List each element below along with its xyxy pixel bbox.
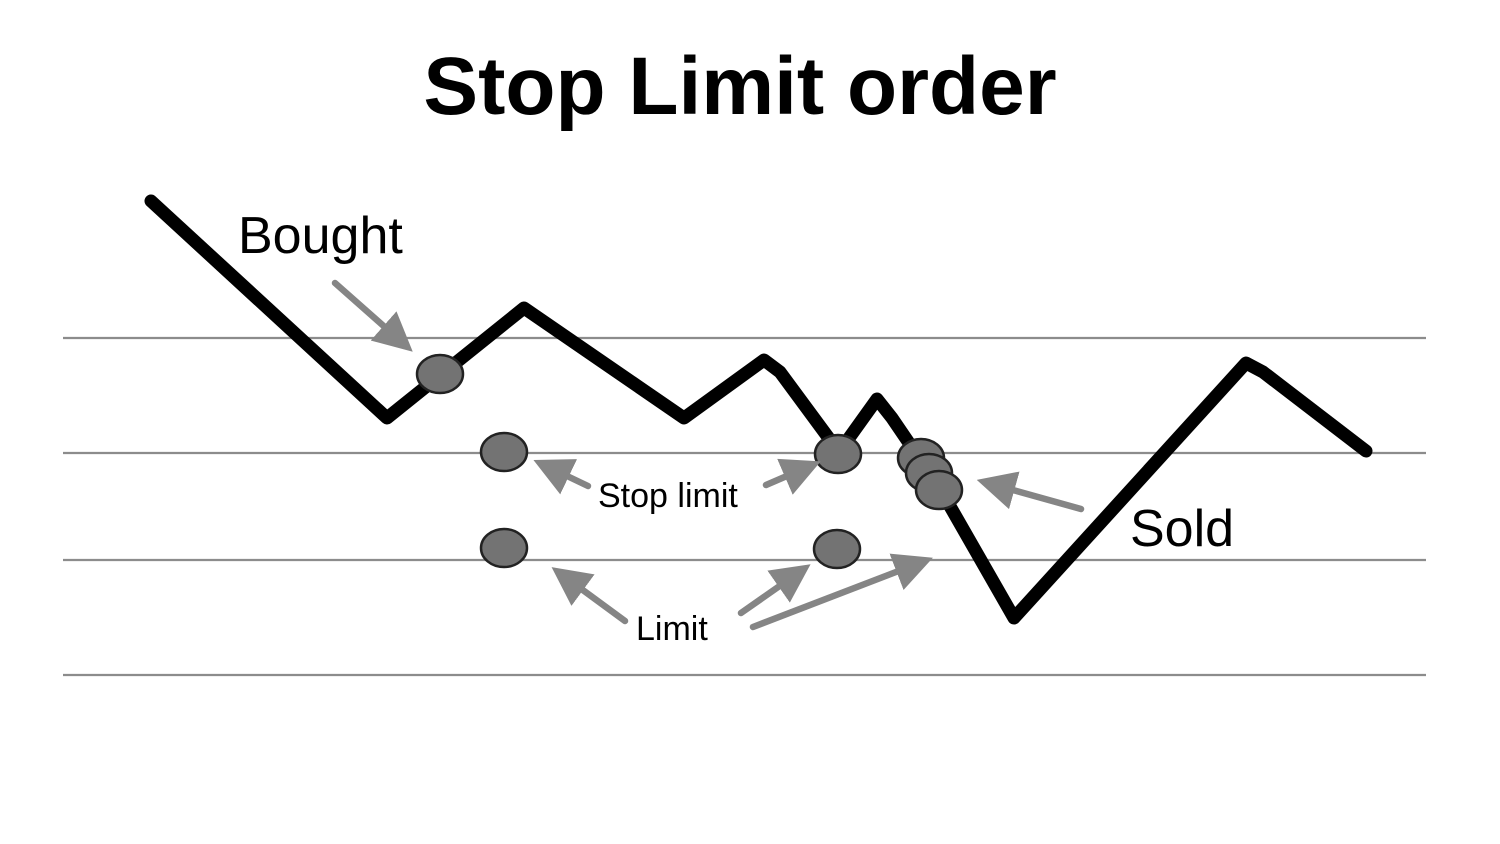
- sold-label: Sold: [1130, 500, 1234, 558]
- limit-marker: [479, 527, 529, 569]
- bought-label: Bought: [238, 207, 403, 265]
- stop-limit-arrow: [533, 459, 592, 495]
- order-markers: [415, 353, 964, 570]
- diagram-title: Stop Limit order: [423, 41, 1056, 132]
- bought-arrow: [331, 279, 413, 352]
- price-path: [144, 194, 1373, 625]
- stop-limit-label: Stop limit: [598, 477, 738, 515]
- stop-limit-arrow: [762, 458, 821, 495]
- stop-limit-marker: [813, 433, 863, 475]
- limit-arrow: [551, 567, 629, 625]
- limit-label: Limit: [636, 610, 708, 648]
- sold-arrow: [976, 471, 1085, 513]
- limit-arrow: [737, 564, 811, 617]
- annotation-arrows: [331, 279, 1085, 631]
- bought-marker: [415, 353, 465, 395]
- stop-limit-marker: [479, 431, 529, 473]
- price-levels: [63, 336, 1426, 677]
- limit-marker: [812, 528, 862, 570]
- limit-arrow: [749, 553, 933, 631]
- sold-marker: [914, 469, 964, 511]
